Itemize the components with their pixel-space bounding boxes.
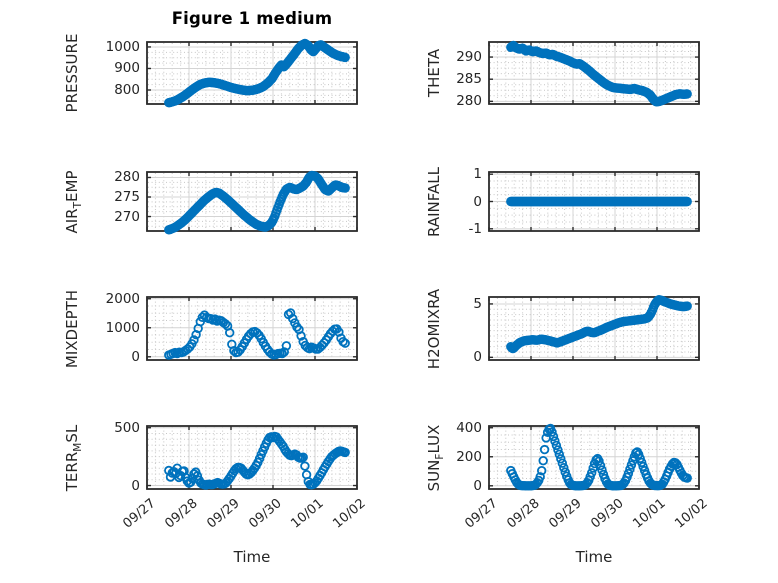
subplot-TERR_MSL [146,425,358,490]
axes-frame [146,41,358,105]
y-tick-label: 270 [114,208,140,225]
y-tick-label: 0 [473,349,482,366]
y-tick-label: 280 [456,93,482,110]
subplot-MIXDEPTH [146,296,358,361]
y-axis-label-part: EMP [63,170,81,202]
y-tick-label: 500 [114,419,140,436]
y-tick-label: -1 [468,220,482,237]
series-markers-RAINFALL [506,196,692,207]
x-axis-label-left: Time [233,548,271,566]
y-axis-label-part: THETA [425,48,443,98]
y-axis-label-part: AIR [63,207,81,233]
y-tick-label: 285 [456,71,482,88]
minor-grid [490,298,698,359]
y-tick-label: 1000 [105,38,140,55]
subplot-RAINFALL [488,171,700,232]
y-tick-label: 1 [473,166,482,183]
y-tick-label: 0 [473,193,482,210]
y-tick-label: 2000 [105,290,140,307]
y-tick-label: 5 [473,295,482,312]
y-tick-label: 1000 [105,319,140,336]
subplot-PRESSURE [146,38,358,108]
y-tick-label: 0 [473,477,482,494]
series-markers-THETA [506,40,692,107]
series-markers-H2OMIXRA [506,295,692,354]
y-axis-label-part: T [72,201,84,208]
y-tick-label: 280 [114,169,140,186]
series-markers-TERR_MSL [164,431,350,490]
y-tick-label: 0 [131,477,140,494]
y-axis-label-part: LUX [425,424,443,454]
subplot-SUN_FLUX [488,423,700,491]
subplot-H2OMIXRA [488,295,700,361]
y-axis-label-part: PRESSURE [63,33,81,113]
y-axis-label-part: RAINFALL [425,166,443,237]
axes-frame [488,171,700,232]
y-tick-label: 400 [456,419,482,436]
y-axis-label-SUN_FLUX: SUNFLUX [424,373,446,543]
subplot-AIR_TEMP [146,170,358,235]
axes-frame [488,41,700,105]
y-axis-label-part: TERR [63,451,81,491]
y-axis-label-part: H2OMIXRA [425,288,443,369]
figure-title: Figure 1 medium [171,9,333,28]
y-axis-label-part: M [72,442,84,452]
y-tick-label: 275 [114,189,140,205]
axes-frame [146,425,358,490]
y-tick-label: 290 [456,49,482,66]
x-axis-label-right: Time [575,548,613,566]
series-markers-SUN_FLUX [506,423,692,491]
series-markers-PRESSURE [164,38,350,108]
y-tick-label: 0 [131,348,140,365]
axes-frame [146,296,358,361]
y-axis-label-part: MIXDEPTH [63,289,81,368]
series-markers-MIXDEPTH [164,308,350,360]
axes-frame [488,425,700,490]
minor-grid [148,43,356,103]
y-axis-label-TERR_MSL: TERRMSL [62,373,84,543]
subplot-THETA [488,40,700,107]
y-tick-label: 200 [456,448,482,465]
y-tick-label: 900 [114,60,140,77]
y-tick-label: 800 [114,82,140,98]
y-axis-label-part: SL [63,424,81,443]
series-markers-AIR_TEMP [164,170,350,235]
y-axis-label-part: SUN [425,459,443,491]
minor-grid [490,173,698,230]
axes-frame [146,171,358,232]
axes-frame [488,296,700,361]
